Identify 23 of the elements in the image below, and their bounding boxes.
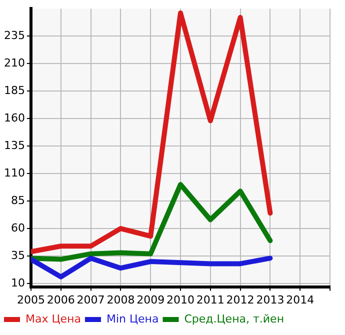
legend-label: Сред.Цена, т.йен xyxy=(184,312,284,326)
y-tick-label: 10 xyxy=(11,276,25,290)
x-tick-label: 2010 xyxy=(166,293,194,306)
x-tick-label: 2008 xyxy=(106,293,135,306)
x-tick-label: 2014 xyxy=(286,293,314,306)
x-tick-label: 2009 xyxy=(136,293,165,306)
legend-label: Max Цена xyxy=(26,312,81,326)
x-tick-label: 2007 xyxy=(76,293,105,306)
x-tick-label: 2013 xyxy=(256,293,284,306)
y-tick-label: 135 xyxy=(4,138,25,152)
x-tick-label: 2005 xyxy=(17,293,45,306)
y-tick-label: 210 xyxy=(4,56,25,70)
y-tick-label: 185 xyxy=(4,84,25,97)
y-tick-label: 160 xyxy=(4,111,25,124)
y-tick-label: 235 xyxy=(4,28,25,42)
y-tick-label: 60 xyxy=(11,221,25,234)
x-tick-label: 2011 xyxy=(196,293,224,306)
legend-label: Min Цена xyxy=(106,312,159,326)
y-tick-label: 35 xyxy=(11,248,25,262)
x-tick-label: 2006 xyxy=(46,293,75,306)
y-tick-label: 85 xyxy=(11,194,25,207)
x-tick-label: 2012 xyxy=(226,293,254,306)
y-tick-label: 110 xyxy=(4,166,25,180)
